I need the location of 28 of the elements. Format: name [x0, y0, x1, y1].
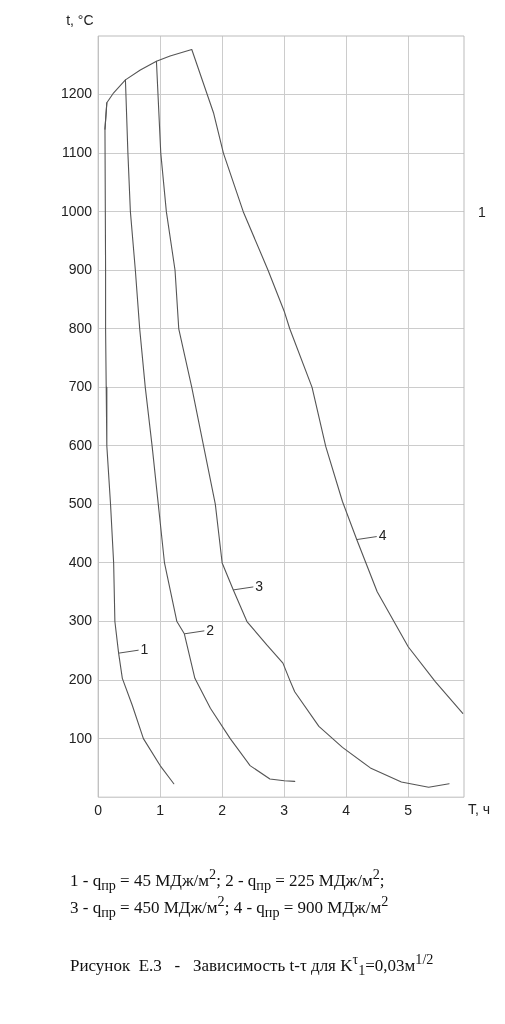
y-tick-label: 500: [68, 495, 93, 512]
text: Рисунок Е.3 - Зависимость t-τ для K$^{τ}$$_{1}$=0,03м$^{1/2}$: [70, 950, 435, 979]
x-tick-label: 0: [94, 802, 103, 819]
y-tick-label: 100: [68, 729, 93, 746]
annotation: 2: [206, 621, 215, 638]
y-tick-label: 300: [68, 612, 93, 629]
x-tick-label: 5: [404, 802, 413, 819]
x-tick-label: 3: [280, 802, 289, 819]
y-tick-label: 600: [68, 436, 93, 453]
x-axis-title: Т, ч: [468, 801, 491, 818]
x-tick-label: 2: [218, 802, 227, 819]
y-tick-label: 1000: [60, 202, 93, 219]
y-tick-label: 1100: [62, 143, 93, 160]
text: 3 - q$_{пр}$ = 450 МДж/м$^{2}$; 4 - q$_{пр}$ = 900 МДж/м$^{2}$: [70, 893, 390, 921]
text: 1 - q$_{пр}$ = 45 МДж/м$^{2}$; 2 - q$_{пр}$ = 225 МДж/м$^{2}$;: [70, 866, 385, 894]
y-axis-title: t, °C: [66, 11, 94, 28]
x-tick-label: 1: [156, 802, 165, 819]
y-tick-label: 700: [68, 378, 93, 395]
y-tick-label: 1200: [60, 85, 93, 102]
y-tick-label: 400: [68, 553, 93, 570]
annotation: 4: [378, 527, 387, 544]
x-tick-label: 4: [342, 802, 351, 819]
text: 1: [478, 204, 486, 220]
y-tick-label: 200: [68, 670, 93, 687]
y-tick-label: 900: [68, 261, 93, 278]
y-tick-label: 800: [68, 319, 93, 336]
annotation: 3: [255, 577, 264, 594]
annotation: 1: [140, 641, 149, 658]
